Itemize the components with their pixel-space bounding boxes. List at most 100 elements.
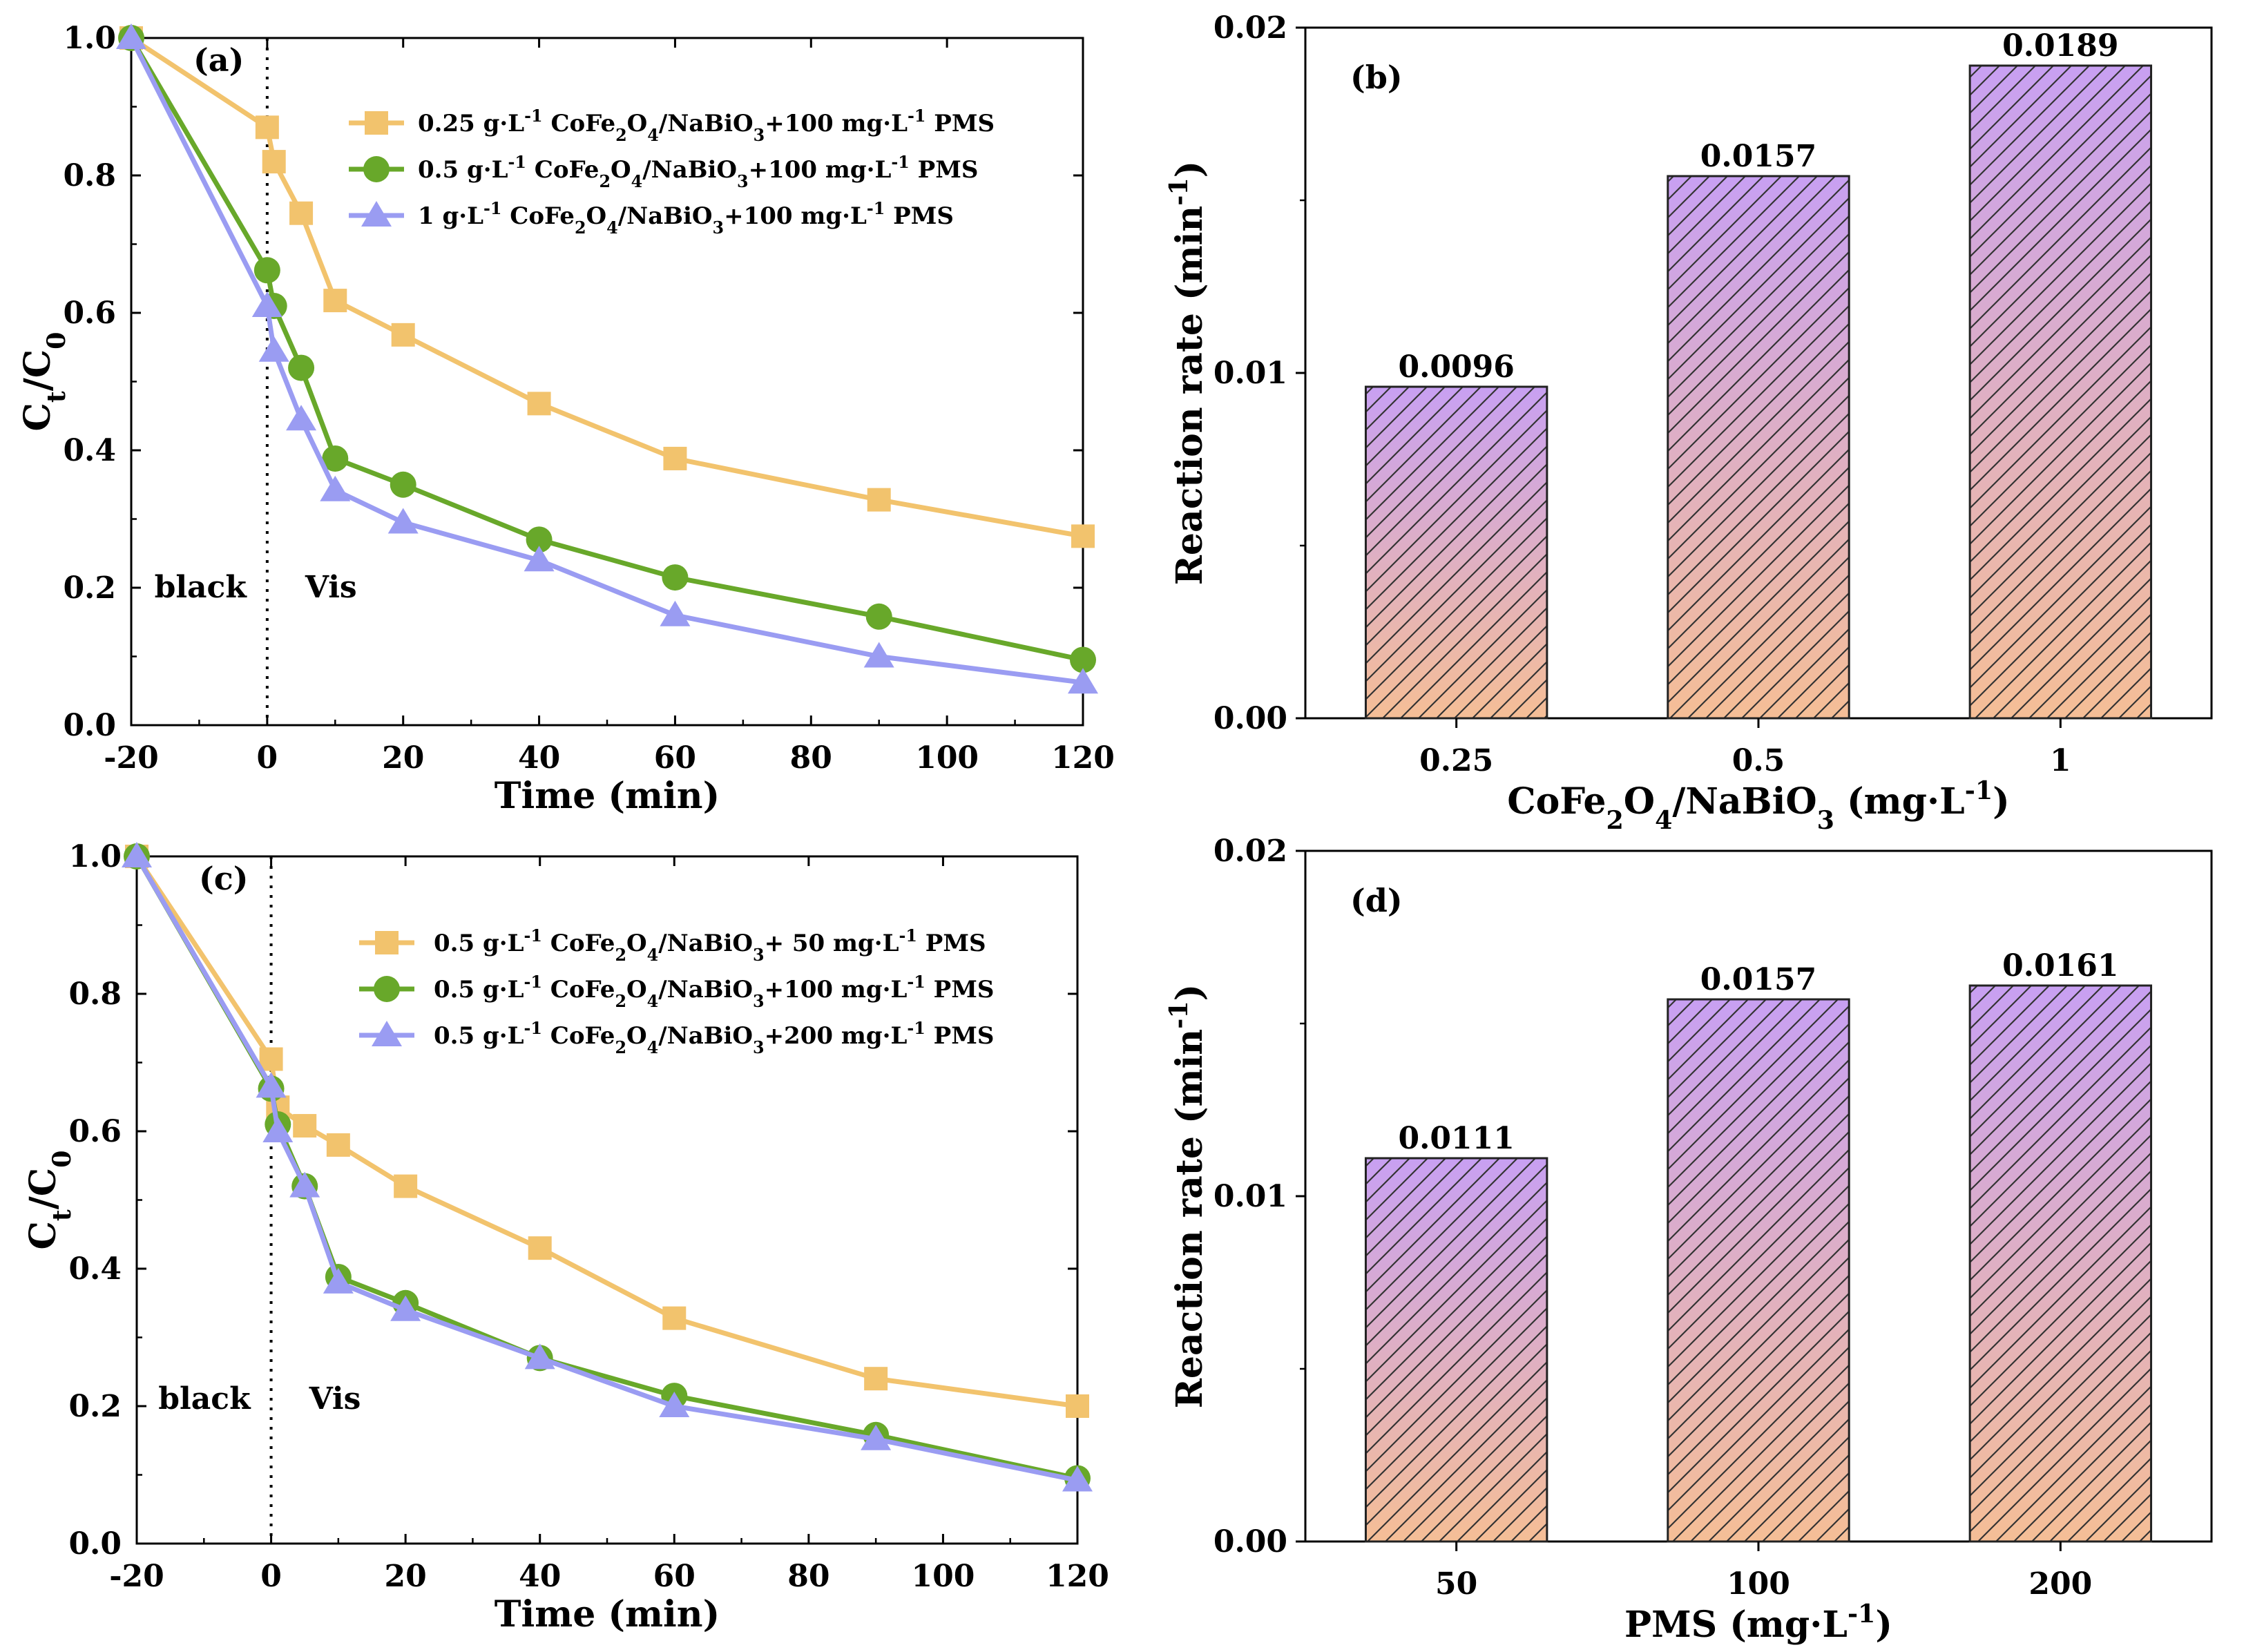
x-tick-label: 20 <box>385 1559 427 1594</box>
data-point <box>256 1072 287 1098</box>
series-line <box>128 37 1084 662</box>
x-tick-label: 200 <box>2028 1566 2092 1602</box>
x-tick-label: 0.25 <box>1419 743 1493 778</box>
panel-label: (c) <box>199 860 249 897</box>
panel-label: (b) <box>1350 59 1403 96</box>
bar-1: 0.0111 <box>1364 1121 1548 1543</box>
region-label-vis: Vis <box>305 570 357 605</box>
x-axis-label: Time (min) <box>495 1593 720 1635</box>
legend-marker <box>372 1021 402 1046</box>
bar-hatch <box>1968 64 2153 720</box>
data-point <box>258 336 289 362</box>
bar-2: 0.0157 <box>1667 962 1850 1543</box>
legend-entry: 1 g·L-1 CoFe2O4/NaBiO3+100 mg·L-1 PMS <box>418 199 954 238</box>
data-point <box>663 446 687 470</box>
data-point <box>1068 668 1098 694</box>
plot-frame <box>135 855 1079 1545</box>
data-point <box>390 471 416 498</box>
series-line <box>134 855 1078 1483</box>
x-tick-label: 80 <box>790 740 832 776</box>
y-tick-label: 0.4 <box>68 1251 122 1287</box>
data-point <box>867 488 891 512</box>
panel-a: -20 0 20 40 60 80 100 120 0.0 0.2 0.4 0.6 0.8 1.0 Time… <box>17 21 1115 817</box>
x-tick-label: 0.5 <box>1732 743 1785 778</box>
panel-c: -20 0 20 40 60 80 100 120 0.0 0.2 0.4 0.6 0.8 1.0 Time… <box>22 839 1109 1635</box>
data-point <box>322 445 349 472</box>
data-point <box>390 1295 421 1321</box>
data-point <box>289 201 314 225</box>
x-tick-label: 40 <box>518 740 560 776</box>
bar-hatch <box>1968 984 2153 1543</box>
y-tick-label: 1.0 <box>68 839 122 874</box>
legend-entry: 0.5 g·L-1 CoFe2O4/NaBiO3+100 mg·L-1 PMS <box>434 972 994 1011</box>
panel-label: (d) <box>1350 882 1403 919</box>
data-point <box>259 1047 283 1071</box>
x-tick-label: 20 <box>382 740 424 776</box>
x-tick-label: 100 <box>1727 1566 1790 1602</box>
data-point <box>293 1114 317 1138</box>
data-point <box>662 1306 687 1330</box>
data-point <box>289 1171 320 1198</box>
panel-b: 0.00 0.01 0.02 0.0096 0.25 0.0157 0.5 0.0189 1 Co… <box>1164 10 2213 835</box>
data-point <box>286 405 317 431</box>
x-tick-label: -20 <box>104 740 159 776</box>
legend-marker <box>375 931 399 954</box>
x-tick-label: 1 <box>2050 743 2071 778</box>
y-tick-label: 0.6 <box>63 296 116 331</box>
y-axis-label: Ct/C0 <box>17 332 71 432</box>
x-axis-label: Time (min) <box>495 775 720 817</box>
x-tick-label: 60 <box>653 1559 695 1594</box>
y-axis-label: Reaction rate (min-1) <box>1164 984 1211 1409</box>
data-point <box>861 1424 892 1450</box>
bar-value-label: 0.0189 <box>2002 28 2118 64</box>
y-tick-label: 0.00 <box>1213 701 1287 736</box>
legend-entry: 0.5 g·L-1 CoFe2O4/NaBiO3+ 50 mg·L-1 PMS <box>434 926 986 965</box>
y-axis-label: Ct/C0 <box>22 1151 77 1250</box>
data-point <box>1066 1394 1089 1418</box>
data-point <box>524 1343 555 1370</box>
x-tick-label: 120 <box>1046 1559 1109 1594</box>
region-label-vis: Vis <box>309 1381 361 1416</box>
legend-marker <box>365 111 388 135</box>
bar-hatch <box>1667 998 1850 1543</box>
data-point <box>864 1367 888 1391</box>
bar-value-label: 0.0157 <box>1700 139 1816 174</box>
data-point <box>1071 524 1095 548</box>
data-point <box>122 842 152 867</box>
bar-1: 0.0096 <box>1364 349 1548 720</box>
y-tick-label: 0.0 <box>68 1526 122 1562</box>
bar-hatch <box>1364 385 1548 720</box>
x-tick-label: 40 <box>519 1559 561 1594</box>
legend-entry: 0.5 g·L-1 CoFe2O4/NaBiO3+200 mg·L-1 PMS <box>434 1019 994 1057</box>
data-point <box>253 257 280 284</box>
series-3 <box>116 23 1098 694</box>
x-tick-label: 80 <box>787 1559 829 1594</box>
data-point <box>660 600 691 626</box>
y-tick-label: 0.01 <box>1213 356 1287 391</box>
y-tick-label: 0.8 <box>68 977 122 1012</box>
legend-entry: 0.5 g·L-1 CoFe2O4/NaBiO3+100 mg·L-1 PMS <box>418 153 978 191</box>
bar-value-label: 0.0111 <box>1398 1121 1514 1156</box>
data-point <box>288 354 315 381</box>
y-tick-label: 0.0 <box>63 708 116 743</box>
data-point <box>662 564 689 591</box>
bar-3: 0.0189 <box>1968 28 2153 720</box>
y-tick-label: 0.4 <box>63 433 116 468</box>
x-tick-label: 120 <box>1051 740 1115 776</box>
x-tick-label: 60 <box>654 740 696 776</box>
y-tick-label: 0.02 <box>1213 834 1287 869</box>
y-tick-label: 0.02 <box>1213 10 1287 46</box>
x-axis-label: PMS (mg·L-1) <box>1624 1599 1892 1646</box>
series-line <box>130 36 1084 539</box>
data-point <box>1062 1466 1093 1492</box>
bar-hatch <box>1667 175 1850 720</box>
data-point <box>262 1117 294 1142</box>
x-tick-label: 0 <box>260 1559 282 1594</box>
y-tick-label: 0.8 <box>63 158 116 193</box>
legend-marker <box>363 156 390 182</box>
panel-d: 0.00 0.01 0.02 0.0111 50 0.0157 100 0.0161 200 PM… <box>1164 834 2213 1646</box>
x-tick-label: 50 <box>1435 1566 1477 1602</box>
bar-value-label: 0.0096 <box>1398 349 1514 385</box>
y-axis-label: Reaction rate (min-1) <box>1164 161 1211 586</box>
data-point <box>863 642 894 668</box>
